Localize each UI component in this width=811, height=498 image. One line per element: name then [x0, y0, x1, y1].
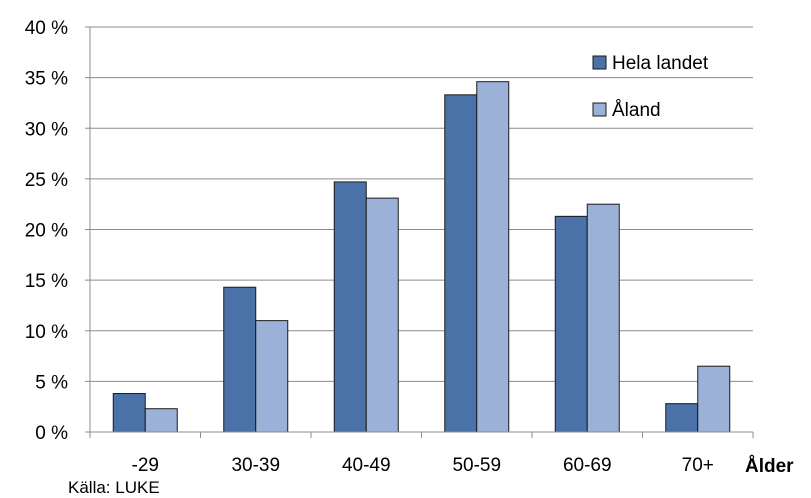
- x-tick-label: 60-69: [563, 455, 612, 476]
- bar-aland: [586, 203, 620, 433]
- y-tick-label: 20 %: [25, 221, 68, 242]
- bar-aland: [697, 365, 731, 433]
- grid: [90, 26, 753, 382]
- y-tick-labels: 0 % 5 % 10 % 15 % 20 % 25 % 30 % 35 % 40 %: [25, 18, 68, 444]
- y-tick-label: 10 %: [25, 322, 68, 343]
- source-note: Källa: LUKE: [68, 478, 160, 497]
- bar-aland: [365, 197, 399, 433]
- x-axis-label: Ålder: [745, 456, 794, 477]
- bar-aland: [255, 320, 289, 433]
- legend-label: Åland: [612, 100, 661, 121]
- y-tick-label: 5 %: [35, 372, 68, 393]
- y-tick-label: 35 %: [25, 69, 68, 90]
- y-tick-label: 25 %: [25, 170, 68, 191]
- legend-swatch: [592, 55, 607, 70]
- bar-hela-landet: [333, 181, 367, 433]
- bar-aland: [476, 81, 510, 433]
- bar-hela-landet: [112, 393, 146, 433]
- legend-swatch: [592, 102, 607, 117]
- bar-hela-landet: [444, 94, 478, 433]
- y-tick-label: 0 %: [35, 423, 68, 444]
- x-tick-label: 50-59: [452, 455, 501, 476]
- axes: [85, 26, 754, 438]
- bar-hela-landet: [223, 286, 257, 433]
- y-tick-label: 30 %: [25, 119, 68, 140]
- bar-hela-landet: [554, 215, 588, 433]
- x-tick-label: 40-49: [342, 455, 391, 476]
- bar-hela-landet: [665, 403, 699, 433]
- x-tick-label: 70+: [682, 455, 714, 476]
- bar-aland: [144, 408, 178, 433]
- x-tick-label: -29: [132, 455, 159, 476]
- legend: Hela landet Åland: [592, 53, 709, 121]
- y-tick-label: 40 %: [25, 18, 68, 39]
- x-tick-label: 30-39: [231, 455, 280, 476]
- x-tick-labels: -29 30-39 40-49 50-59 60-69 70+: [132, 455, 714, 476]
- legend-label: Hela landet: [612, 53, 709, 74]
- bars: [112, 81, 731, 433]
- y-tick-label: 15 %: [25, 271, 68, 292]
